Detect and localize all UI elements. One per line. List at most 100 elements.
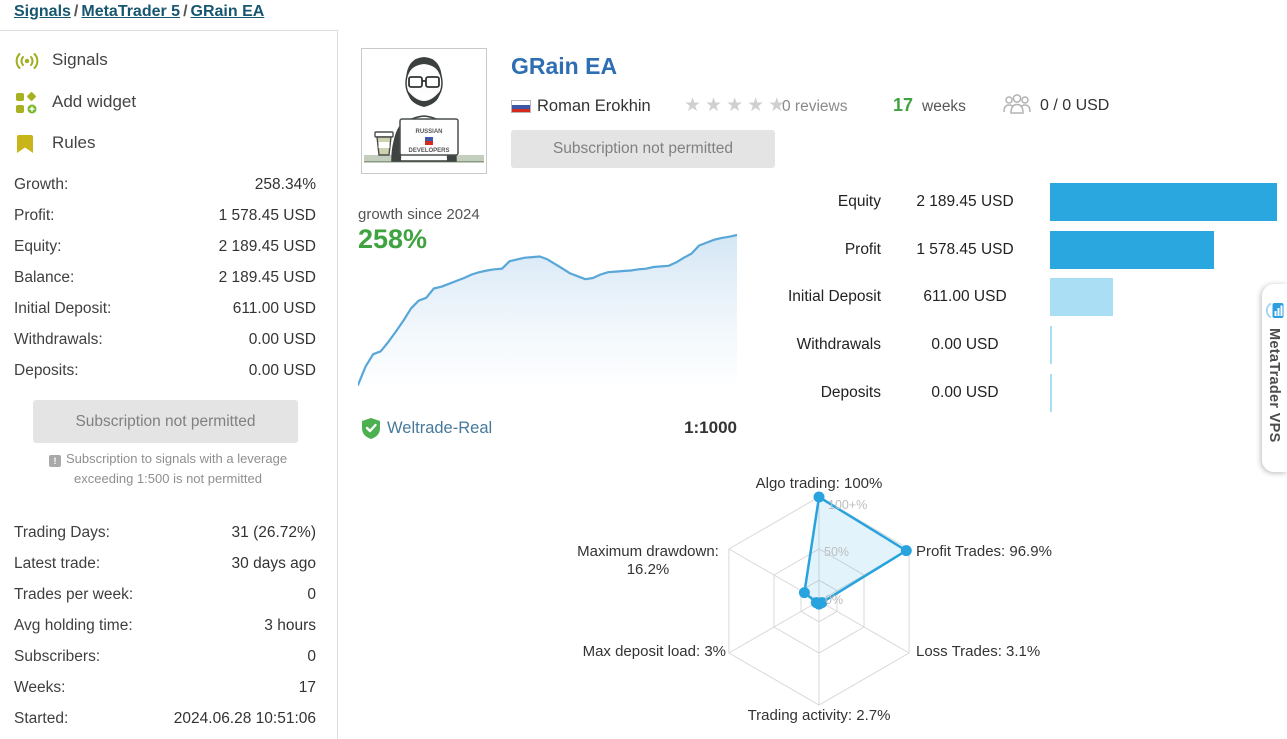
stat-value: 2 189.45 USD bbox=[218, 238, 316, 255]
sidebar-item-rules[interactable]: Rules bbox=[0, 127, 336, 163]
stat-subscribers: Subscribers: 0 bbox=[14, 641, 316, 672]
stat-latest-trade: Latest trade: 30 days ago bbox=[14, 548, 316, 579]
breadcrumb-signals[interactable]: Signals bbox=[14, 3, 71, 20]
stat-label: Profit: bbox=[14, 207, 55, 224]
sidebar-item-label: Rules bbox=[52, 133, 96, 152]
radar-label-maximum-drawdown-value: 16.2% bbox=[627, 561, 670, 578]
metatrader-vps-tab[interactable]: MetaTrader VPS bbox=[1262, 284, 1287, 472]
avatar[interactable]: RUSSIAN DEVELOPERS bbox=[361, 48, 487, 174]
subscribers-icon bbox=[1001, 92, 1033, 121]
stat-label: Subscribers: bbox=[14, 648, 101, 665]
stat-withdrawals: Withdrawals: 0.00 USD bbox=[14, 324, 316, 355]
balance-value: 0.00 USD bbox=[931, 384, 999, 401]
balance-bar-withdrawals bbox=[1050, 326, 1052, 364]
radar-label-maximum-drawdown: Maximum drawdown: bbox=[577, 543, 719, 560]
stat-value: 2 189.45 USD bbox=[218, 269, 316, 286]
radar-label-loss-trades: Loss Trades: 3.1% bbox=[916, 643, 1040, 660]
weeks-count: 17 bbox=[893, 95, 914, 115]
subscription-note: Subscription to signals with a leverage … bbox=[18, 449, 318, 489]
balance-label: Deposits bbox=[820, 384, 881, 401]
subscribe-button-main[interactable]: Subscription not permitted bbox=[511, 130, 775, 168]
breadcrumb-separator: / bbox=[73, 3, 79, 20]
subscribers-stat: 0 / 0 USD bbox=[1040, 97, 1110, 114]
stat-label: Deposits: bbox=[14, 362, 79, 379]
metatrader-vps-label: MetaTrader VPS bbox=[1266, 328, 1282, 443]
stat-label: Initial Deposit: bbox=[14, 300, 112, 317]
subscribe-button-sidebar[interactable]: Subscription not permitted bbox=[33, 400, 298, 443]
radar-chart: Algo trading: 100% 100+% 50% 0% Profit T… bbox=[560, 462, 1090, 739]
balance-bar-equity bbox=[1050, 183, 1277, 221]
stat-label: Withdrawals: bbox=[14, 331, 103, 348]
balance-value: 611.00 USD bbox=[923, 288, 1007, 305]
balance-label: Withdrawals bbox=[796, 336, 881, 353]
stat-label: Growth: bbox=[14, 176, 69, 193]
stat-growth: Growth: 258.34% bbox=[14, 169, 316, 200]
russia-flag-icon bbox=[511, 100, 531, 113]
reviews-link[interactable]: 0 reviews bbox=[782, 98, 848, 115]
stat-value: 0.00 USD bbox=[248, 331, 316, 348]
stat-weeks: Weeks: 17 bbox=[14, 672, 316, 703]
stat-initial-deposit: Initial Deposit: 611.00 USD bbox=[14, 293, 316, 324]
stat-value: 0.00 USD bbox=[248, 362, 316, 379]
stat-started: Started: 2024.06.28 10:51:06 bbox=[14, 703, 316, 734]
stat-label: Avg holding time: bbox=[14, 617, 133, 634]
verified-shield-icon bbox=[361, 417, 381, 445]
star-icon: ★ bbox=[768, 95, 790, 116]
stat-value: 258.34% bbox=[254, 176, 316, 193]
star-icon: ★ bbox=[684, 95, 706, 116]
stat-label: Weeks: bbox=[14, 679, 66, 696]
balance-bar-initial-deposit bbox=[1050, 278, 1114, 316]
rating-stars[interactable]: ★★★★★ bbox=[684, 94, 789, 117]
stat-deposits: Deposits: 0.00 USD bbox=[14, 355, 316, 386]
stat-label: Latest trade: bbox=[14, 555, 101, 572]
radar-label-algo-trading: Algo trading: 100% bbox=[756, 475, 883, 492]
balance-label: Equity bbox=[837, 193, 881, 210]
breadcrumb-current[interactable]: GRain EA bbox=[190, 3, 265, 20]
stat-value: 611.00 USD bbox=[232, 300, 316, 317]
balance-label: Initial Deposit bbox=[787, 288, 881, 305]
growth-caption: growth since 2024 bbox=[358, 206, 480, 223]
broker-link[interactable]: Weltrade-Real bbox=[387, 419, 493, 437]
avatar-text-bottom: DEVELOPERS bbox=[408, 148, 449, 154]
stat-label: Started: bbox=[14, 710, 69, 727]
subscription-note-text: Subscription to signals with a leverage … bbox=[65, 451, 288, 486]
growth-chart bbox=[356, 229, 739, 387]
bookmark-icon bbox=[14, 132, 38, 161]
breadcrumb-metatrader5[interactable]: MetaTrader 5 bbox=[81, 3, 181, 20]
growth-value: 258% bbox=[358, 224, 428, 254]
stat-trades-per-week: Trades per week: 0 bbox=[14, 579, 316, 610]
stat-value: 0 bbox=[307, 586, 316, 603]
radar-label-profit-trades: Profit Trades: 96.9% bbox=[916, 543, 1052, 560]
sidebar-item-signals[interactable]: Signals bbox=[0, 44, 336, 80]
stat-avg-holding-time: Avg holding time: 3 hours bbox=[14, 610, 316, 641]
widget-grid-icon bbox=[14, 91, 38, 120]
stat-equity: Equity: 2 189.45 USD bbox=[14, 231, 316, 262]
star-icon: ★ bbox=[705, 95, 727, 116]
sidebar-item-label: Signals bbox=[52, 50, 108, 69]
balance-value: 0.00 USD bbox=[931, 336, 999, 353]
balance-bar-profit bbox=[1050, 231, 1214, 269]
stat-label: Balance: bbox=[14, 269, 75, 286]
stat-value: 2024.06.28 10:51:06 bbox=[173, 710, 316, 727]
radar-ring-label-50: 50% bbox=[824, 545, 849, 559]
warning-icon bbox=[48, 455, 61, 467]
author-link[interactable]: Roman Erokhin bbox=[537, 97, 651, 115]
radar-label-max-deposit-load: Max deposit load: 3% bbox=[583, 643, 726, 660]
stat-label: Trades per week: bbox=[14, 586, 134, 603]
balance-value: 1 578.45 USD bbox=[916, 241, 1014, 258]
stat-value: 17 bbox=[298, 679, 316, 696]
radar-label-trading-activity: Trading activity: 2.7% bbox=[748, 707, 891, 724]
radar-ring-label-100: 100+% bbox=[828, 498, 867, 512]
stat-label: Trading Days: bbox=[14, 524, 110, 541]
stat-profit: Profit: 1 578.45 USD bbox=[14, 200, 316, 231]
breadcrumb-separator: / bbox=[183, 3, 188, 20]
metatrader-logo-icon bbox=[1265, 302, 1284, 324]
page-title: GRain EA bbox=[511, 53, 618, 79]
balance-value: 2 189.45 USD bbox=[916, 193, 1014, 210]
balance-bar-deposits bbox=[1050, 374, 1052, 412]
sidebar-divider bbox=[337, 30, 338, 739]
star-icon: ★ bbox=[747, 95, 769, 116]
sidebar-item-add-widget[interactable]: Add widget bbox=[0, 86, 336, 122]
header-divider bbox=[0, 30, 337, 31]
